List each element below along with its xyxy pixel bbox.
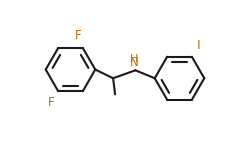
Text: I: I	[196, 39, 200, 52]
Text: F: F	[48, 97, 54, 109]
Text: N: N	[130, 56, 139, 69]
Text: F: F	[74, 29, 81, 42]
Text: H: H	[130, 54, 138, 64]
